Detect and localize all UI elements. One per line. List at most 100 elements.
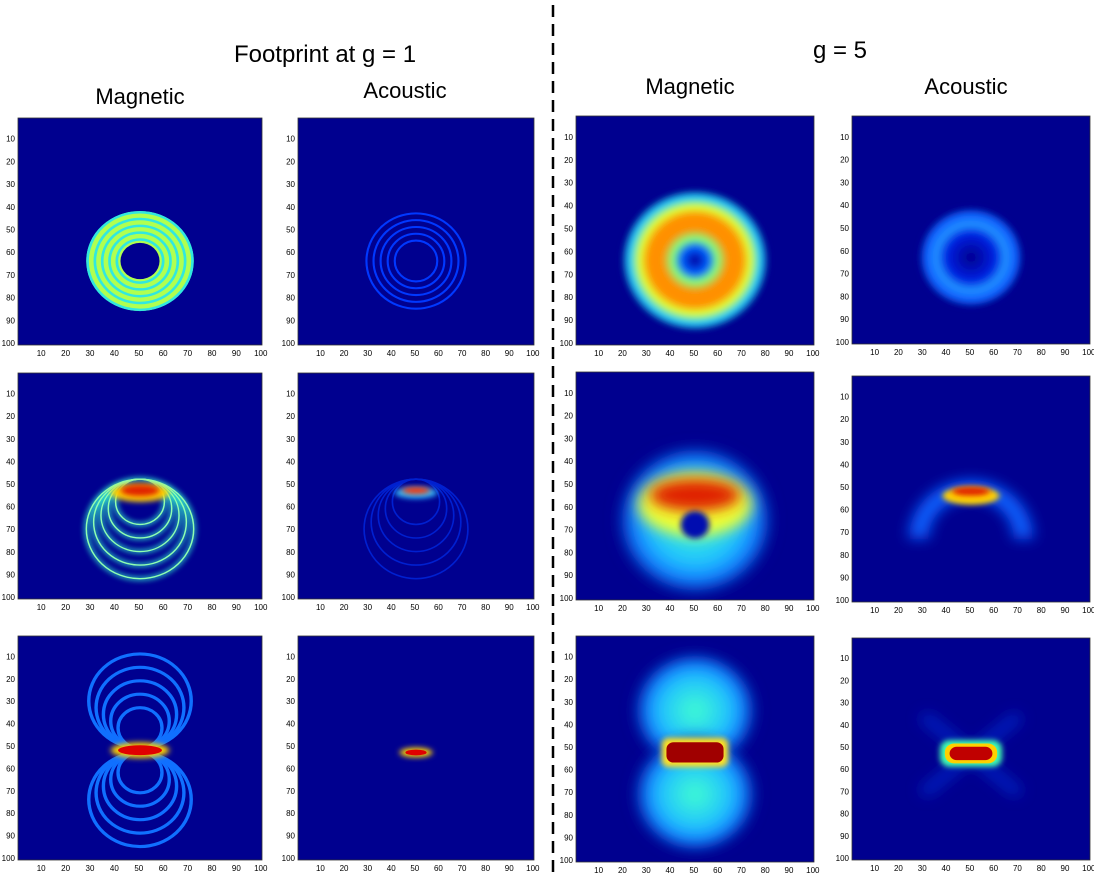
heatmap-shape — [405, 750, 426, 756]
y-tick-label: 90 — [840, 573, 849, 582]
y-tick-label: 10 — [840, 133, 849, 142]
y-tick-label: 50 — [6, 225, 15, 234]
x-tick-label: 30 — [363, 349, 372, 358]
column-label: Magnetic — [95, 84, 184, 109]
y-tick-label: 70 — [564, 526, 573, 535]
x-tick-label: 80 — [481, 349, 490, 358]
x-tick-label: 70 — [1013, 864, 1022, 873]
y-tick-label: 90 — [6, 570, 15, 579]
heatmap-shape — [950, 747, 993, 760]
y-tick-label: 90 — [840, 315, 849, 324]
x-tick-label: 100 — [526, 603, 540, 612]
x-tick-label: 30 — [642, 604, 651, 613]
x-tick-label: 20 — [340, 349, 349, 358]
x-tick-label: 70 — [458, 349, 467, 358]
y-tick-label: 100 — [2, 593, 16, 602]
x-tick-label: 40 — [110, 349, 119, 358]
y-tick-label: 40 — [840, 201, 849, 210]
y-tick-label: 60 — [6, 248, 15, 257]
heatmap-panel — [852, 116, 1090, 344]
x-tick-label: 70 — [183, 864, 192, 873]
y-tick-label: 60 — [6, 503, 15, 512]
x-tick-label: 30 — [86, 864, 95, 873]
x-tick-label: 90 — [232, 603, 241, 612]
heatmap-panel — [298, 636, 534, 860]
x-tick-label: 60 — [713, 604, 722, 613]
x-tick-label: 80 — [761, 349, 770, 358]
heatmap-shape — [118, 745, 162, 755]
y-tick-label: 10 — [286, 652, 295, 661]
y-tick-label: 90 — [286, 570, 295, 579]
y-tick-label: 70 — [564, 270, 573, 279]
y-tick-label: 30 — [6, 435, 15, 444]
y-tick-label: 70 — [6, 271, 15, 280]
x-tick-label: 30 — [363, 603, 372, 612]
x-tick-label: 70 — [737, 604, 746, 613]
x-tick-label: 30 — [642, 349, 651, 358]
x-tick-label: 70 — [183, 603, 192, 612]
y-tick-label: 80 — [6, 548, 15, 557]
column-label: Acoustic — [924, 74, 1007, 99]
y-tick-label: 60 — [840, 247, 849, 256]
y-tick-label: 30 — [286, 435, 295, 444]
y-tick-label: 30 — [840, 438, 849, 447]
y-tick-label: 50 — [564, 743, 573, 752]
x-tick-label: 50 — [689, 866, 698, 875]
x-tick-label: 100 — [254, 349, 268, 358]
x-tick-label: 20 — [61, 864, 70, 873]
y-tick-label: 50 — [6, 742, 15, 751]
x-tick-label: 20 — [618, 866, 627, 875]
x-tick-label: 70 — [737, 349, 746, 358]
y-tick-label: 70 — [840, 528, 849, 537]
y-tick-label: 50 — [840, 483, 849, 492]
y-tick-label: 100 — [560, 594, 574, 603]
x-tick-label: 100 — [806, 349, 820, 358]
y-tick-label: 100 — [836, 338, 850, 347]
x-tick-label: 40 — [942, 864, 951, 873]
y-tick-label: 30 — [564, 179, 573, 188]
x-tick-label: 100 — [806, 604, 820, 613]
y-tick-label: 50 — [6, 480, 15, 489]
heatmap-panel — [18, 118, 262, 345]
column-label: Acoustic — [363, 78, 446, 103]
heatmap-shape — [666, 742, 723, 762]
group-title: Footprint at g = 1 — [234, 41, 416, 68]
x-tick-label: 90 — [1061, 864, 1070, 873]
x-tick-label: 10 — [316, 864, 325, 873]
x-tick-label: 90 — [785, 604, 794, 613]
x-tick-label: 40 — [110, 864, 119, 873]
y-tick-label: 60 — [286, 764, 295, 773]
y-tick-label: 50 — [840, 224, 849, 233]
y-tick-label: 40 — [564, 202, 573, 211]
x-tick-label: 50 — [689, 604, 698, 613]
x-tick-label: 100 — [1082, 864, 1094, 873]
y-tick-label: 80 — [840, 551, 849, 560]
y-tick-label: 20 — [840, 156, 849, 165]
x-tick-label: 20 — [61, 349, 70, 358]
y-tick-label: 30 — [840, 699, 849, 708]
x-tick-label: 60 — [434, 603, 443, 612]
x-tick-label: 20 — [894, 606, 903, 615]
x-tick-label: 60 — [713, 349, 722, 358]
y-tick-label: 70 — [6, 525, 15, 534]
y-tick-label: 100 — [560, 339, 574, 348]
heatmap-panel — [298, 118, 534, 345]
heatmap-shape — [402, 487, 430, 494]
x-tick-label: 40 — [666, 349, 675, 358]
y-tick-label: 90 — [6, 832, 15, 841]
x-tick-label: 80 — [481, 864, 490, 873]
x-tick-label: 80 — [761, 604, 770, 613]
y-tick-label: 10 — [840, 393, 849, 402]
x-tick-label: 10 — [37, 603, 46, 612]
y-tick-label: 20 — [286, 675, 295, 684]
heatmap-panel — [18, 636, 262, 860]
x-tick-label: 10 — [316, 603, 325, 612]
x-tick-label: 70 — [1013, 606, 1022, 615]
y-tick-label: 10 — [6, 390, 15, 399]
x-tick-label: 50 — [965, 606, 974, 615]
y-tick-label: 30 — [286, 697, 295, 706]
y-tick-label: 20 — [6, 157, 15, 166]
heatmap-shape — [650, 479, 740, 511]
y-tick-label: 80 — [286, 548, 295, 557]
x-tick-label: 20 — [340, 864, 349, 873]
